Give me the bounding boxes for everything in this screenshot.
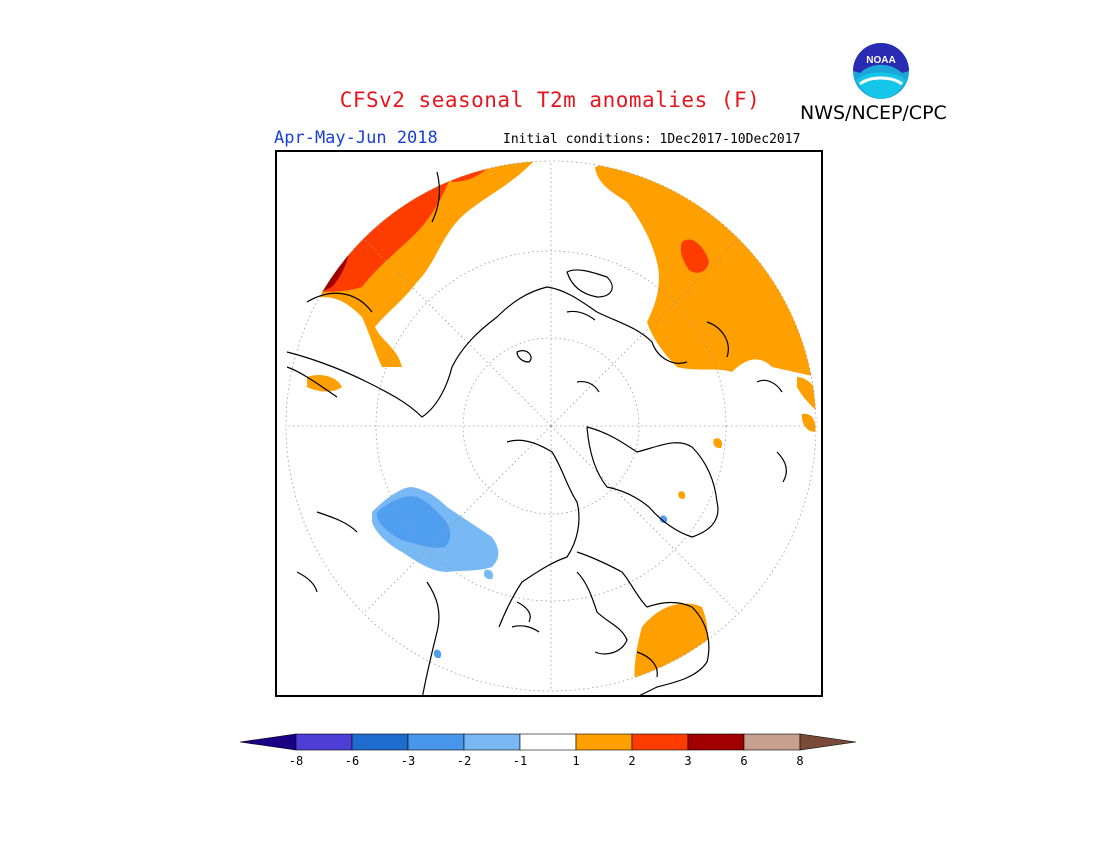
cool-anomaly-patch: [483, 569, 494, 580]
initial-conditions-label: Initial conditions: 1Dec2017-10Dec2017: [503, 132, 801, 147]
colorbar-tick-label: 6: [740, 754, 747, 768]
colorbar-box: [463, 733, 521, 751]
colorbar: -8 -6 -3 -2 -1 1 2 3 6 8: [239, 733, 857, 768]
colorbar-tick-label: -2: [457, 754, 471, 768]
colorbar-tick-label: 8: [796, 754, 803, 768]
agency-label: NWS/NCEP/CPC: [800, 102, 947, 124]
warm-anomaly-region-5: [595, 162, 816, 377]
colorbar-box: [519, 733, 577, 751]
chart-title: CFSv2 seasonal T2m anomalies (F): [339, 88, 761, 112]
colorbar-box: [743, 733, 801, 751]
colorbar-tick-label: -6: [345, 754, 359, 768]
lat-lon-grid: [285, 160, 817, 692]
colorbar-arrow-low: [239, 733, 297, 751]
warm-anomaly-patch-2: [678, 491, 686, 499]
noaa-logo-icon: NOAA: [851, 41, 911, 101]
colorbar-arrow-high: [799, 733, 857, 751]
warm-anomaly-region-6: [680, 239, 709, 273]
colorbar-box: [295, 733, 353, 751]
anomaly-field: [307, 161, 816, 691]
colorbar-boxes: [239, 733, 857, 751]
cool-anomaly-patch-3: [659, 515, 668, 524]
colorbar-box: [575, 733, 633, 751]
cool-anomaly-patch-2: [433, 649, 442, 659]
colorbar-box: [351, 733, 409, 751]
colorbar-tick-label: -8: [289, 754, 303, 768]
colorbar-box: [631, 733, 689, 751]
polar-map: [275, 150, 823, 697]
coastlines: [286, 171, 787, 695]
period-label: Apr-May-Jun 2018: [274, 128, 438, 148]
warm-anomaly-patch: [713, 438, 723, 449]
cool-anomaly-region-2: [377, 496, 451, 548]
colorbar-tick-label: -1: [513, 754, 527, 768]
colorbar-tick-label: 2: [628, 754, 635, 768]
warm-anomaly-region-10: [634, 603, 708, 691]
warm-anomaly-region-8: [801, 413, 816, 432]
colorbar-labels: -8 -6 -3 -2 -1 1 2 3 6 8: [289, 754, 804, 768]
colorbar-tick-label: -3: [401, 754, 415, 768]
colorbar-box: [687, 733, 745, 751]
warm-anomaly-region-9: [307, 375, 342, 392]
colorbar-tick-label: 1: [572, 754, 579, 768]
svg-text:NOAA: NOAA: [866, 55, 895, 66]
warm-anomaly-region: [307, 161, 542, 367]
colorbar-tick-label: 3: [684, 754, 691, 768]
warm-anomaly-region-7: [797, 377, 816, 417]
colorbar-box: [407, 733, 465, 751]
